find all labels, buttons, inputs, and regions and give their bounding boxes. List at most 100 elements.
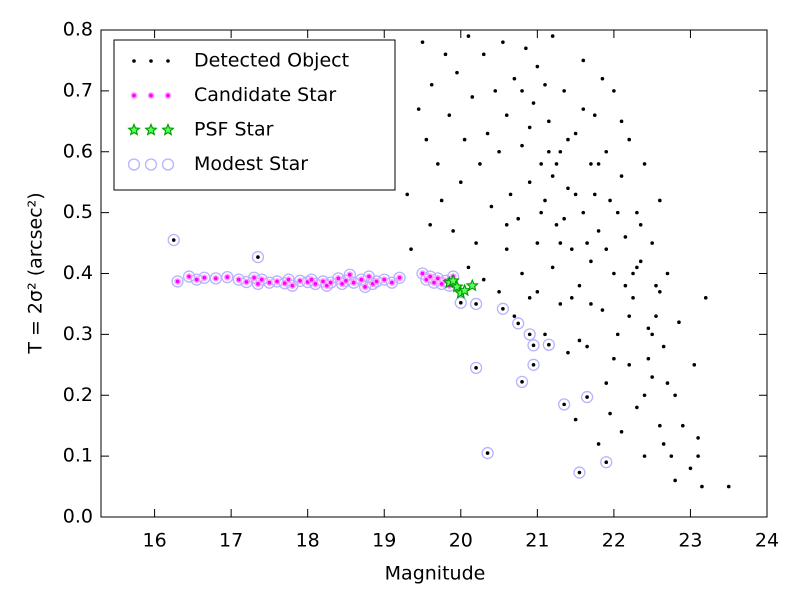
detected-point — [642, 162, 647, 166]
detected-point — [531, 101, 536, 105]
detected-point — [654, 283, 658, 288]
y-tick-label: 0.3 — [63, 323, 93, 345]
detected-point — [462, 137, 467, 142]
detected-point — [428, 223, 432, 227]
candidate-point — [212, 275, 220, 282]
modest-point — [416, 267, 429, 280]
modest-point — [355, 273, 368, 286]
detected-point — [539, 210, 543, 215]
detected-point — [627, 314, 632, 318]
detected-point — [485, 451, 490, 455]
detected-point — [596, 162, 601, 166]
detected-point — [554, 162, 559, 166]
detected-point — [501, 40, 505, 44]
detected-point — [596, 229, 601, 233]
legend-marker — [144, 122, 158, 136]
modest-point — [167, 233, 180, 247]
candidate-point — [289, 282, 296, 290]
plot-frame — [100, 29, 768, 518]
detected-point — [635, 210, 639, 215]
detected-point — [581, 58, 586, 63]
x-tick-label: 24 — [755, 530, 779, 552]
x-tick-label: 19 — [372, 530, 396, 552]
detected-point — [635, 405, 639, 410]
detected-point — [516, 216, 521, 221]
candidate-point — [380, 276, 388, 283]
detected-point — [436, 162, 440, 166]
candidate-point — [350, 279, 357, 286]
detected-point — [466, 34, 471, 38]
detected-point — [596, 442, 601, 446]
detected-point — [566, 186, 570, 191]
candidate-point — [185, 273, 193, 280]
detected-point — [527, 180, 532, 184]
detected-point — [481, 277, 486, 282]
detected-point — [547, 119, 551, 124]
modest-point — [358, 280, 372, 294]
x-tick-label: 20 — [449, 530, 473, 552]
detected-point — [661, 344, 666, 349]
detected-point — [612, 356, 616, 361]
candidate-point — [430, 279, 438, 286]
detected-point — [466, 265, 471, 270]
legend-box — [113, 39, 396, 191]
legend-marker — [132, 59, 136, 63]
detected-point — [592, 192, 597, 197]
detected-point — [696, 436, 700, 440]
detected-point — [455, 70, 459, 75]
legend-marker — [147, 92, 155, 99]
legend-marker — [166, 59, 170, 63]
modest-point — [580, 390, 594, 404]
y-tick-label: 0.4 — [63, 262, 93, 284]
legend-label: Modest Star — [194, 153, 308, 175]
legend-marker — [164, 92, 172, 99]
detected-point — [638, 223, 643, 227]
detected-point — [631, 296, 635, 300]
detected-point — [585, 241, 589, 245]
detected-point — [577, 470, 582, 475]
legend-marker — [144, 158, 158, 171]
candidate-point — [346, 271, 354, 279]
detected-point — [512, 76, 517, 81]
detected-point — [535, 64, 540, 69]
detected-point — [577, 283, 582, 288]
detected-point — [550, 34, 555, 38]
candidate-point — [361, 283, 369, 291]
detected-point — [531, 363, 536, 367]
y-tick-label: 0.2 — [63, 384, 93, 406]
detected-point — [451, 229, 455, 233]
detected-point — [604, 460, 609, 465]
y-tick-label: 0.1 — [63, 445, 93, 467]
detected-point — [631, 271, 635, 276]
candidate-point — [223, 273, 231, 281]
detected-point — [573, 131, 578, 136]
detected-point — [589, 259, 593, 264]
detected-point — [558, 302, 563, 306]
legend-marker — [161, 122, 175, 136]
detected-point — [646, 356, 651, 361]
modest-point — [454, 296, 467, 309]
x-tick-label: 18 — [296, 530, 320, 552]
detected-point — [650, 375, 654, 379]
psf-point — [457, 283, 472, 297]
candidate-point — [174, 278, 181, 285]
detected-point — [589, 162, 593, 166]
detected-point — [566, 137, 570, 142]
modest-point — [512, 317, 525, 330]
modest-point — [343, 268, 356, 281]
detected-point — [604, 381, 609, 385]
modest-point — [469, 297, 483, 311]
detected-point — [547, 149, 551, 154]
candidate-point — [200, 274, 208, 282]
detected-point — [562, 402, 566, 407]
modest-point — [469, 361, 483, 375]
x-axis-label: Magnitude — [385, 563, 486, 585]
detected-point — [658, 289, 662, 294]
modest-point — [527, 339, 540, 352]
detected-point — [171, 238, 176, 242]
modest-point — [600, 456, 613, 469]
detected-point — [619, 174, 624, 178]
detected-point — [443, 52, 448, 57]
detected-point — [474, 302, 478, 306]
